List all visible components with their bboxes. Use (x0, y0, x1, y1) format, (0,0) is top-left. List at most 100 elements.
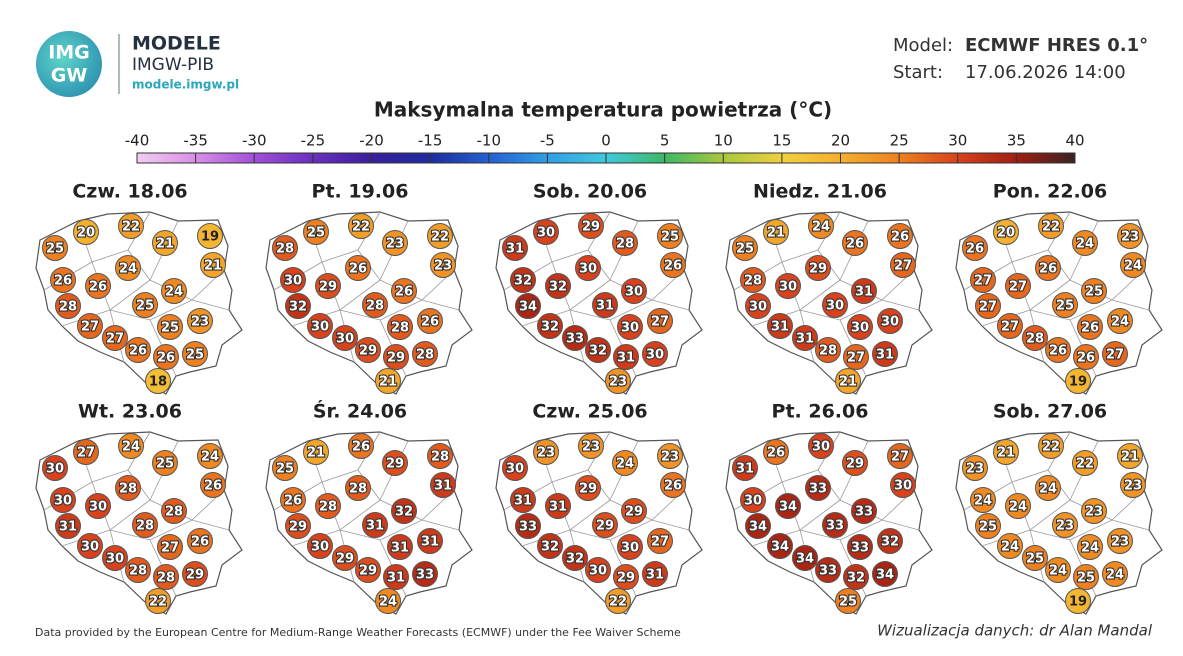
temperature-label: 34 (771, 540, 789, 555)
temperature-label: 26 (767, 446, 785, 461)
temperature-marker (430, 252, 456, 278)
temperature-marker (575, 255, 601, 281)
temperature-marker (1120, 252, 1146, 278)
temperature-label: 32 (881, 535, 899, 550)
temperature-label: 28 (416, 348, 434, 363)
temperature-marker (962, 455, 988, 481)
temperature-label: 25 (979, 520, 997, 535)
temperature-marker (102, 325, 128, 351)
temperature-marker (578, 213, 604, 239)
temperature-label: 30 (589, 564, 607, 579)
temperature-marker (187, 308, 213, 334)
temperature-label: 25 (1085, 285, 1103, 300)
temperature-label: 25 (1077, 571, 1095, 586)
temperature-label: 34 (519, 300, 537, 315)
temperature-label: 28 (319, 500, 337, 515)
temperature-marker (545, 273, 571, 299)
temperature-label: 21 (156, 237, 174, 252)
region-border (799, 299, 920, 321)
temperature-marker (877, 528, 903, 554)
temperature-label: 30 (81, 540, 99, 555)
temperature-label: 28 (276, 242, 294, 257)
temperature-label: 30 (744, 494, 762, 509)
temperature-marker (1117, 223, 1143, 249)
temperature-label: 30 (646, 348, 664, 363)
temperature-marker (877, 308, 903, 334)
temperature-marker (745, 513, 771, 539)
temperature-label: 24 (1001, 540, 1019, 555)
temperature-marker (1045, 337, 1071, 363)
temperature-marker (73, 439, 99, 465)
temperature-marker (1022, 545, 1048, 571)
map-panel: Pt. 19.06 28 25 22 23 22 23 26 30 29 26 28 32 30 28 26 3… (265, 181, 473, 395)
temperature-label: 29 (809, 262, 827, 277)
map-panel: Śr. 24.06 25 21 26 29 28 31 28 26 28 32 31 29 30 31 31 2… (265, 399, 473, 615)
temperature-label: 30 (625, 285, 643, 300)
temperature-marker (272, 235, 298, 261)
temperature-label: 23 (537, 446, 555, 461)
temperature-marker (161, 498, 187, 524)
panel-title: Pon. 22.06 (993, 181, 1107, 203)
temperature-marker (348, 433, 374, 459)
temperature-marker (562, 325, 588, 351)
temperature-label: 28 (744, 274, 762, 289)
colorbar-tick-label: 40 (1065, 132, 1084, 150)
temperature-label: 31 (796, 332, 814, 347)
temperature-label: 23 (191, 315, 209, 330)
temperature-marker (732, 455, 758, 481)
temperature-marker (775, 273, 801, 299)
temperature-label: 23 (1085, 505, 1103, 520)
temperature-marker (387, 314, 413, 340)
temperature-marker (345, 475, 371, 501)
temperature-marker (285, 513, 311, 539)
colorbar-tick-label: -20 (359, 132, 384, 150)
temperature-label: 30 (621, 541, 639, 556)
temperature-marker (145, 368, 171, 394)
temperature-marker (805, 255, 831, 281)
temperature-marker (657, 223, 683, 249)
temperature-marker (842, 450, 868, 476)
temperature-marker (533, 439, 559, 465)
temperature-label: 27 (77, 446, 95, 461)
temperature-label: 21 (204, 259, 222, 274)
brand-sub: IMGW-PIB (132, 55, 214, 75)
temperature-marker (605, 368, 631, 394)
temperature-label: 27 (847, 351, 865, 366)
temperature-marker (102, 545, 128, 571)
colorbar-tick-label: 20 (831, 132, 850, 150)
temperature-marker (822, 292, 848, 318)
temperature-marker (537, 313, 563, 339)
temperature-label: 30 (749, 300, 767, 315)
temperature-label: 25 (161, 321, 179, 336)
temperature-marker (993, 439, 1019, 465)
temperature-marker (1005, 273, 1031, 299)
temperature-label: 23 (1111, 535, 1129, 550)
temperature-label: 32 (514, 274, 532, 289)
temperature-label: 32 (395, 505, 413, 520)
temperature-label: 25 (156, 457, 174, 472)
temperature-marker (42, 235, 68, 261)
temperature-marker (345, 255, 371, 281)
temperature-label: 24 (1081, 541, 1099, 556)
temperature-label: 30 (851, 321, 869, 336)
temperature-marker (348, 213, 374, 239)
temperature-label: 24 (1124, 259, 1142, 274)
temperature-label: 29 (625, 505, 643, 520)
temperature-label: 31 (736, 462, 754, 477)
temperature-marker (745, 293, 771, 319)
temperature-marker (77, 533, 103, 559)
map-panel: Pt. 26.06 31 26 30 29 27 30 33 30 34 33 33 34 34 33 32 3… (725, 401, 933, 615)
temperature-label: 21 (1121, 450, 1139, 465)
temperature-marker (303, 439, 329, 465)
temperature-marker (740, 267, 766, 293)
temperature-marker (118, 213, 144, 239)
temperature-marker (1072, 230, 1098, 256)
temperature-label: 32 (566, 552, 584, 567)
temperature-marker (843, 344, 869, 370)
temperature-label: 31 (771, 320, 789, 335)
temperature-marker (362, 512, 388, 538)
panel-title: Wt. 23.06 (78, 401, 182, 423)
temperature-marker (851, 278, 877, 304)
temperature-label: 26 (846, 237, 864, 252)
temperature-marker (355, 557, 381, 583)
